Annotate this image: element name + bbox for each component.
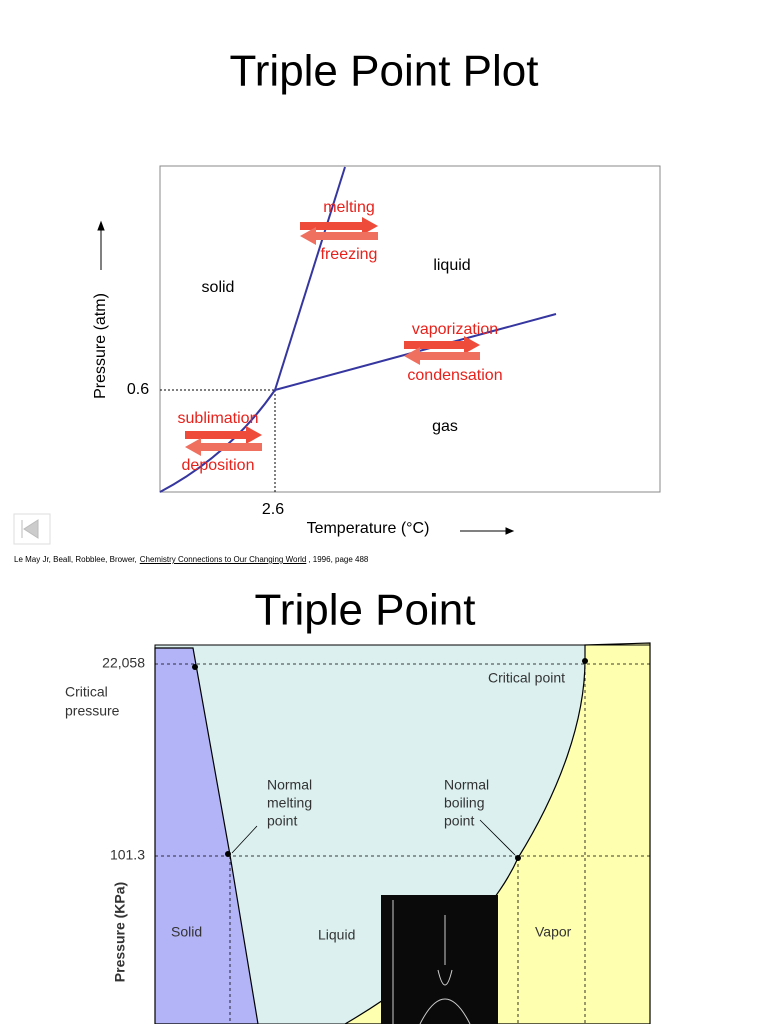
annotation: melting <box>267 795 312 811</box>
transition-label: condensation <box>407 367 502 384</box>
transition-label: melting <box>323 199 375 216</box>
annotation: Normal <box>444 777 489 793</box>
guide-lines <box>155 660 650 1024</box>
apparatus-drawing <box>392 900 471 1024</box>
slide-title: Triple Point <box>255 586 476 635</box>
key-points <box>192 658 588 861</box>
annotation: point <box>267 813 297 829</box>
annotation: pressure <box>65 703 120 719</box>
citation: Le May Jr, Beall, Robblee, Brower, Chemis… <box>14 555 368 564</box>
nav-back-button[interactable] <box>13 513 51 545</box>
transition-label: sublimation <box>178 410 259 427</box>
y-axis-label: Pressure (KPa) <box>112 882 128 982</box>
citation-book: Chemistry Connections to Our Changing Wo… <box>139 555 307 564</box>
tick-label: 101.3 <box>110 847 145 863</box>
transition-label: freezing <box>321 246 378 263</box>
annotation: Normal <box>267 777 312 793</box>
slide-title: Triple Point Plot <box>230 47 539 96</box>
annotation: boiling <box>444 795 484 811</box>
annotation: Critical <box>65 684 108 700</box>
transition-label: vaporization <box>412 321 498 338</box>
tick-label: 2.6 <box>262 501 284 518</box>
y-axis-label: Pressure (atm) <box>92 293 109 399</box>
phase-label: gas <box>432 418 458 435</box>
citation-authors: Le May Jr, Beall, Robblee, Brower, <box>14 555 137 564</box>
vapor-region <box>343 642 651 1024</box>
annotation: point <box>444 813 474 829</box>
phase-label: Liquid <box>318 927 355 943</box>
citation-details: , 1996, page 488 <box>308 555 369 564</box>
phase-label: Vapor <box>535 924 572 940</box>
tick-label: 22,058 <box>102 655 145 671</box>
transition-label: deposition <box>182 457 255 474</box>
annotation: Critical point <box>488 670 565 686</box>
phase-label: solid <box>202 279 235 296</box>
diagram-frame <box>154 644 651 1024</box>
tick-label: 0.6 <box>127 381 149 398</box>
transition-arrows <box>185 217 480 456</box>
phase-label: liquid <box>433 257 470 274</box>
pointer-lines <box>231 819 516 856</box>
phase-label: Solid <box>171 924 202 940</box>
x-axis-label: Temperature (°C) <box>307 520 430 537</box>
axis-arrows <box>97 220 515 535</box>
guide-lines <box>160 389 276 492</box>
apparatus-photo <box>381 895 498 1024</box>
